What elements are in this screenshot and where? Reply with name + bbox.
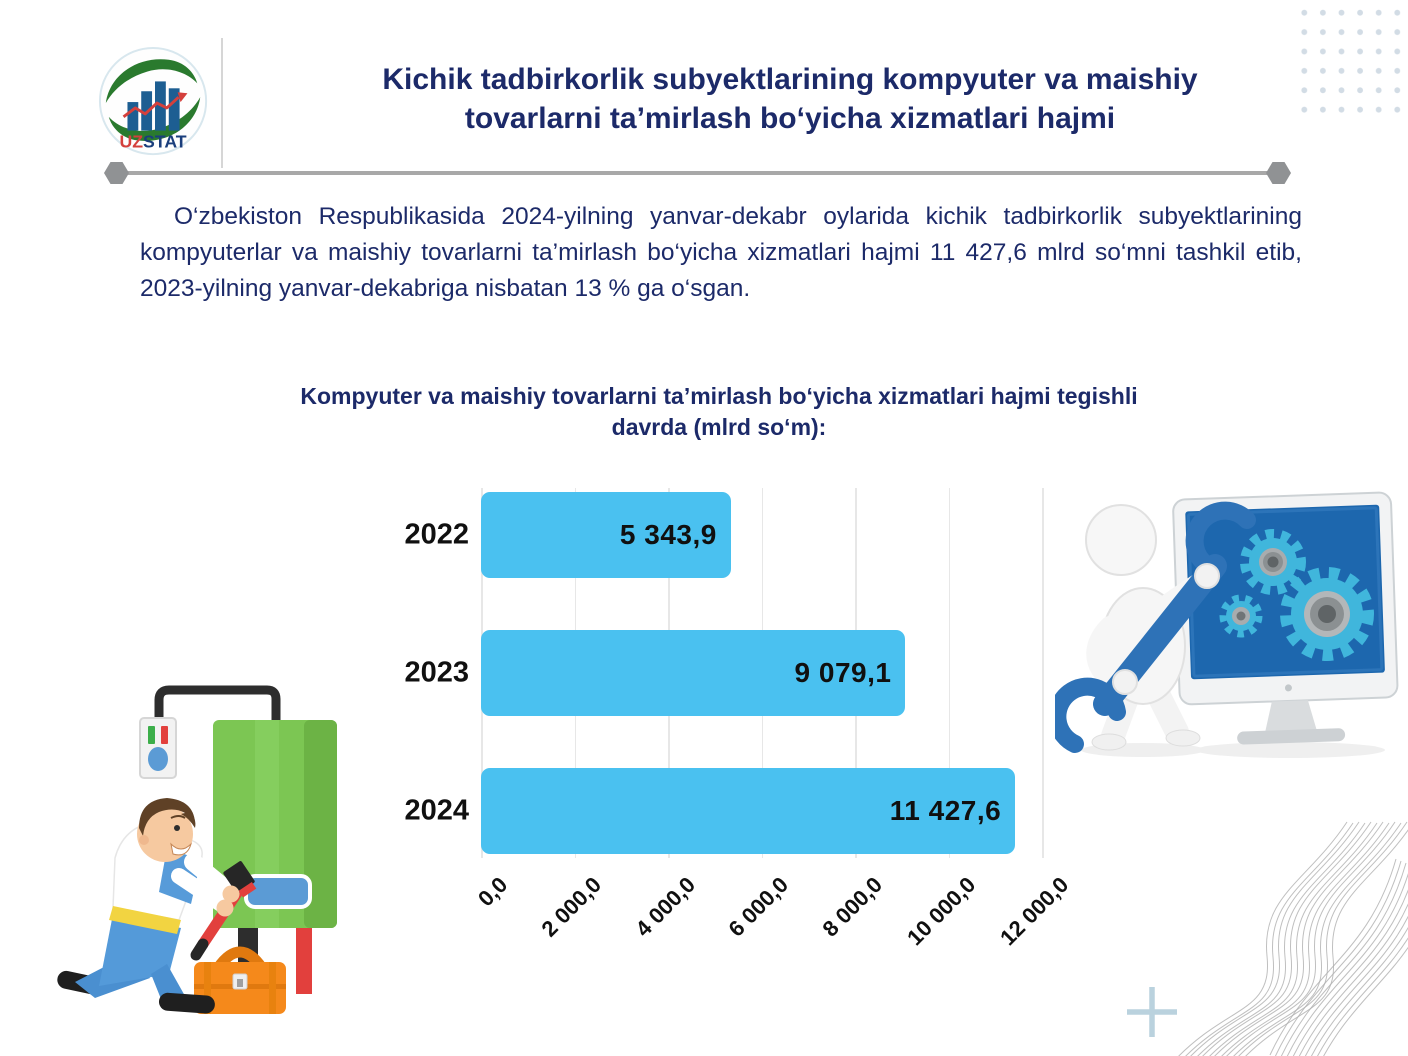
gears-icon [1219,529,1374,661]
pipe-cable-icon [154,685,281,724]
x-axis-tick: 0,0 [473,872,513,912]
chart-title-line1: Kompyuter va maishiy tovarlarni ta’mirla… [300,383,1138,409]
waves-decoration-icon [1172,821,1408,1056]
category-label-2024: 2024 [404,794,469,827]
x-axis: 0,0 2 000,0 4 000,0 6 000,0 8 000,0 10 000,0 1… [473,862,1073,1012]
control-panel-icon [139,717,177,779]
chart-title-line2: davrda (mlrd so‘m): [611,414,827,440]
divider-hexagon-right [1266,162,1291,184]
plus-icon [1127,987,1177,1037]
x-axis-tick: 10 000,0 [901,872,981,951]
bar-value-label: 11 427,6 [889,795,1002,826]
page-title: Kichik tadbirkorlik subyektlarining komp… [250,60,1330,138]
category-label-2023: 2023 [404,656,469,689]
red-pipe-icon [296,928,312,994]
toolbox-icon [194,946,286,1014]
x-axis-tick: 8 000,0 [817,872,887,942]
bar-value-label: 9 079,1 [794,657,892,688]
x-axis-tick: 12 000,0 [995,872,1074,951]
page-title-line2: tovarlarni ta’mirlash bo‘yicha xizmatlar… [464,102,1116,135]
gridline [948,488,950,858]
category-label-2022: 2022 [404,518,469,551]
logo-separator-line [221,38,223,168]
bar-2023: 9 079,1 [481,630,906,716]
logo-trend-line-icon [122,96,180,118]
divider-hexagon-left [104,162,129,184]
divider-line [116,171,1276,175]
uzstat-logo-icon: UZSTAT [98,47,208,156]
dots-pattern [1295,3,1408,117]
x-axis-tick: 2 000,0 [536,872,607,942]
x-axis-tick: 6 000,0 [723,872,794,942]
chart-title: Kompyuter va maishiy tovarlarni ta’mirla… [104,381,1334,443]
computer-repair-illustration [1055,491,1399,758]
bar-2022: 5 343,9 [481,492,731,578]
logo-uz-text: UZ [119,131,143,151]
intro-paragraph: O‘zbekiston Respublikasida 2024-yilning … [140,203,1302,302]
bar-2024: 11 427,6 [481,768,1016,854]
bar-chart-plot: 2022 5 343,9 2023 9 079,1 2024 11 427,6 [404,488,1044,858]
repairman-figure [57,798,257,1014]
x-axis-tick: 4 000,0 [630,872,700,942]
logo-stat-text: STAT [143,131,187,151]
logo-wordmark: UZSTAT [119,131,186,151]
repairman-illustration [57,685,337,1014]
page-title-line1: Kichik tadbirkorlik subyektlarining komp… [382,63,1198,96]
gridline [1042,488,1044,858]
bar-value-label: 5 343,9 [619,519,717,550]
